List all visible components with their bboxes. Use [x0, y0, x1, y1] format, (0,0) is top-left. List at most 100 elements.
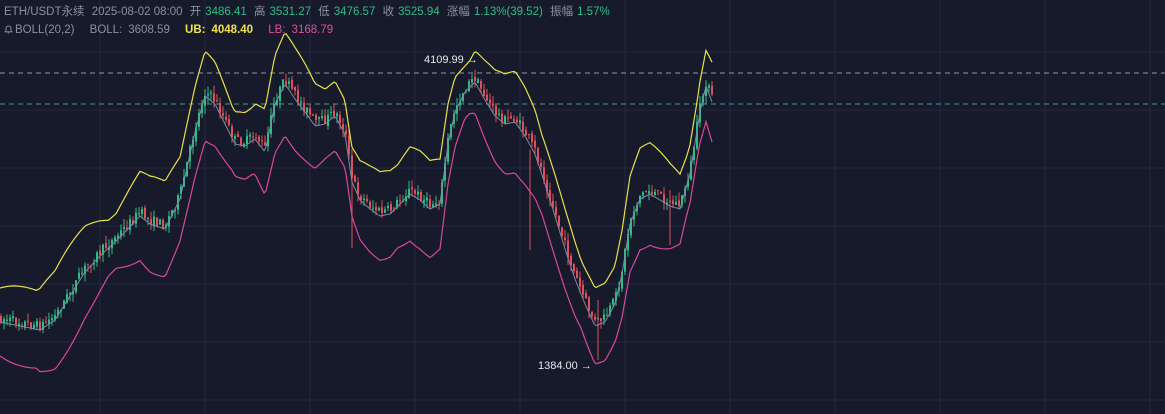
- change-label: 涨幅: [446, 6, 470, 18]
- arrow-right-icon: →: [577, 360, 592, 372]
- candle-body: [48, 319, 50, 324]
- candle-body: [30, 322, 32, 328]
- low-marker-value: 1384.00: [538, 360, 578, 372]
- candle-body: [420, 191, 422, 202]
- candle-body: [345, 130, 347, 135]
- candle-body: [66, 294, 68, 303]
- candle-body: [501, 113, 503, 123]
- candle-body: [447, 138, 449, 162]
- candle-body: [354, 175, 356, 183]
- candle-body: [15, 317, 17, 325]
- bell-icon[interactable]: [4, 25, 13, 34]
- candle-body: [249, 134, 251, 137]
- boll-mid-value: 3608.59: [128, 24, 170, 36]
- candle-body: [678, 200, 680, 207]
- candle-body: [201, 105, 203, 113]
- candle-body: [573, 263, 575, 272]
- candle-body: [141, 208, 143, 215]
- candle-body: [477, 79, 479, 84]
- candle-body: [444, 163, 446, 181]
- boll-mid-label: BOLL:: [89, 24, 123, 36]
- candle-body: [234, 136, 236, 139]
- candle-body: [315, 114, 317, 121]
- candle-body: [228, 119, 230, 125]
- candle-body: [546, 180, 548, 192]
- candle-body: [339, 115, 341, 123]
- boll-lower-band: [0, 112, 713, 373]
- candle-body: [324, 115, 326, 125]
- boll-indicator-row[interactable]: BOLL(20,2) BOLL: 3608.59 UB: 4048.40 LB: 31…: [4, 23, 345, 38]
- candle-body: [654, 191, 656, 196]
- candle-body: [288, 81, 290, 84]
- candle-body: [27, 321, 29, 323]
- candle-body: [33, 324, 35, 329]
- candle-body: [498, 113, 500, 115]
- candle-body: [663, 194, 665, 204]
- candle-body: [468, 81, 470, 92]
- candle-body: [708, 85, 710, 89]
- candle-body: [648, 191, 650, 194]
- candle-body: [105, 243, 107, 249]
- candle-body: [564, 237, 566, 241]
- candle-body: [264, 142, 266, 146]
- high-label: 高: [254, 6, 266, 18]
- candle-body: [216, 100, 218, 102]
- change-value: 1.13%(39.52): [473, 6, 543, 18]
- candle-body: [84, 265, 86, 275]
- candle-body: [42, 321, 44, 330]
- candle-body: [252, 136, 254, 138]
- low-value: 3476.57: [333, 6, 376, 18]
- candle-body: [237, 134, 239, 137]
- boll-mid-line: [0, 82, 713, 331]
- candle-body: [12, 316, 14, 319]
- candle-body: [195, 127, 197, 142]
- candle-body: [102, 244, 104, 255]
- high-marker-value: 4109.99: [424, 54, 464, 66]
- high-marker-label: 4109.99 →: [424, 54, 478, 66]
- candle-body: [633, 211, 635, 220]
- candle-body: [693, 146, 695, 161]
- candle-body: [6, 319, 8, 321]
- candle-body: [657, 190, 659, 192]
- indicator-name[interactable]: BOLL(20,2): [4, 24, 84, 36]
- candle-body: [153, 216, 155, 227]
- candle-body: [705, 86, 707, 96]
- candle-body: [306, 107, 308, 113]
- candle-body: [372, 207, 374, 209]
- candle-body: [69, 292, 71, 294]
- candle-body: [636, 205, 638, 212]
- candle-body: [363, 198, 365, 200]
- candle-body: [204, 95, 206, 106]
- candle-body: [282, 79, 284, 89]
- candle-body: [492, 103, 494, 106]
- candle-body: [144, 207, 146, 219]
- candle-body: [138, 213, 140, 215]
- candle-body: [0, 316, 2, 323]
- candle-body: [525, 129, 527, 136]
- candle-body: [711, 85, 713, 95]
- candle-body: [9, 317, 11, 322]
- candle-body: [333, 110, 335, 117]
- candle-body: [528, 134, 530, 136]
- candle-body: [285, 81, 287, 86]
- candle-body: [3, 319, 5, 324]
- candle-body: [54, 314, 56, 320]
- candle-body: [429, 199, 431, 207]
- boll-lb-label: LB:: [268, 24, 286, 36]
- symbol-label: ETH/USDT永续: [4, 6, 85, 18]
- boll-lb-value: 3168.79: [291, 24, 334, 36]
- candle-body: [156, 217, 158, 227]
- candle-body: [423, 199, 425, 203]
- candle-body: [396, 200, 398, 208]
- candle-body: [366, 198, 368, 202]
- candle-body: [375, 206, 377, 211]
- candle-body: [612, 298, 614, 305]
- candle-body: [459, 101, 461, 106]
- candle-body: [591, 311, 593, 316]
- candle-body: [642, 192, 644, 196]
- candle-body: [543, 167, 545, 181]
- candle-body: [660, 191, 662, 194]
- candle-body: [426, 197, 428, 201]
